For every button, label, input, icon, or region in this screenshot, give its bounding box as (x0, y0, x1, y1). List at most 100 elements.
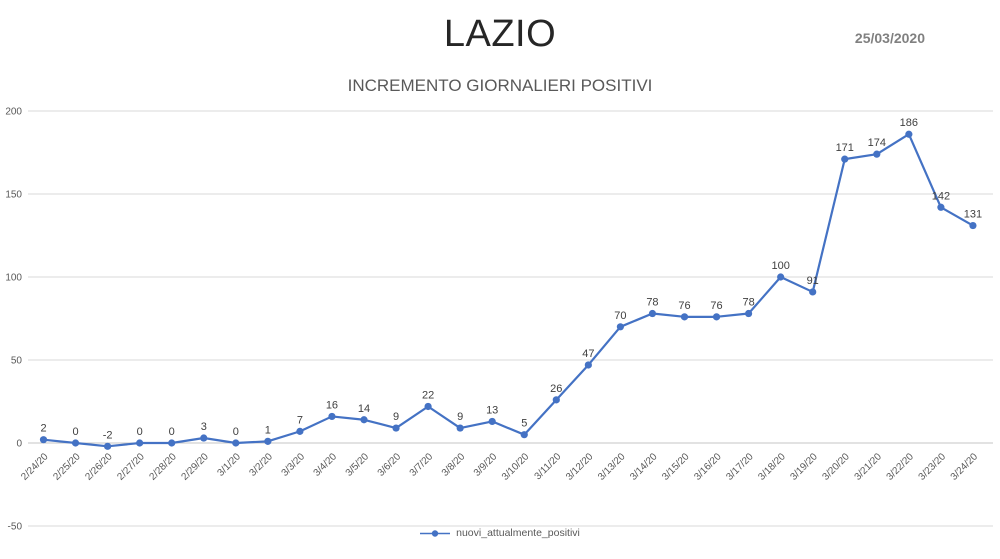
x-axis-tick-label: 2/28/20 (147, 451, 179, 483)
y-axis-tick-label: -50 (8, 522, 23, 533)
data-label: 22 (422, 389, 434, 401)
data-point-marker (937, 203, 945, 211)
data-label: -2 (103, 429, 113, 441)
data-point-marker (200, 434, 208, 442)
data-label: 0 (137, 426, 143, 438)
x-axis-tick-label: 3/10/20 (500, 451, 532, 483)
data-point-marker (296, 427, 304, 435)
x-axis-tick-label: 3/24/20 (949, 451, 981, 483)
x-axis-tick-label: 3/4/20 (312, 451, 340, 479)
data-point-marker (584, 361, 592, 369)
data-label: 76 (678, 300, 690, 312)
x-axis-tick-label: 3/8/20 (440, 451, 468, 479)
data-point-marker (873, 150, 881, 158)
x-axis-tick-label: 3/7/20 (408, 451, 436, 479)
data-label: 16 (326, 399, 338, 411)
data-label: 70 (614, 310, 626, 322)
legend-dot (431, 529, 439, 537)
data-label: 14 (358, 403, 370, 415)
data-label: 9 (457, 411, 463, 423)
data-label: 76 (710, 300, 722, 312)
data-label: 1 (265, 424, 271, 436)
x-axis-tick-label: 3/14/20 (628, 451, 660, 483)
y-axis-tick-label: 100 (5, 273, 22, 284)
data-point-marker (777, 273, 785, 281)
x-axis-tick-label: 3/2/20 (248, 451, 276, 479)
chart-title: LAZIO (443, 13, 557, 55)
data-point-marker (680, 313, 689, 321)
data-label: 142 (932, 190, 950, 202)
data-label: 174 (868, 137, 886, 149)
x-axis-tick-label: 3/15/20 (660, 451, 692, 483)
data-label: 171 (836, 142, 854, 154)
data-point-marker (905, 130, 913, 138)
data-point-marker (969, 221, 977, 230)
data-label: 186 (900, 117, 918, 129)
data-point-marker (136, 439, 144, 447)
x-axis-tick-label: 3/9/20 (472, 451, 500, 479)
data-label: 78 (646, 297, 658, 309)
data-point-marker (232, 439, 240, 447)
data-label: 0 (169, 426, 175, 438)
data-point-marker (168, 439, 176, 447)
data-point-marker (552, 396, 560, 404)
chart-subtitle: INCREMENTO GIORNALIERI POSITIVI (347, 76, 653, 95)
series-line (42, 133, 975, 448)
data-label: 47 (582, 348, 594, 360)
data-point-marker (648, 309, 657, 318)
data-point-marker (71, 439, 80, 447)
x-axis-tick-label: 3/23/20 (917, 451, 949, 483)
x-axis-tick-label: 2/27/20 (115, 451, 147, 483)
data-point-marker (104, 442, 112, 450)
x-axis-tick-label: 3/6/20 (376, 451, 404, 479)
data-point-marker (745, 309, 753, 318)
data-point-marker (712, 313, 721, 321)
data-point-marker (328, 412, 336, 421)
x-axis-tick-label: 3/21/20 (853, 451, 885, 483)
x-axis-tick-label: 3/17/20 (724, 451, 756, 483)
data-point-marker (392, 424, 400, 432)
legend-label: nuovi_attualmente_positivi (456, 527, 580, 539)
data-label: 78 (742, 297, 754, 309)
x-axis-tick-label: 3/19/20 (788, 451, 820, 483)
data-label: 7 (297, 414, 303, 426)
data-label: 9 (393, 411, 399, 423)
data-point-marker (520, 431, 528, 439)
x-axis-tick-label: 3/3/20 (280, 451, 308, 479)
data-point-marker (841, 155, 849, 163)
x-axis-tick-label: 3/16/20 (692, 451, 724, 483)
x-axis-tick-label: 3/20/20 (820, 451, 852, 483)
data-label: 100 (771, 260, 789, 272)
data-point-marker (809, 288, 817, 296)
data-label: 91 (807, 275, 819, 287)
x-axis-tick-label: 2/25/20 (51, 451, 83, 483)
x-axis-tick-label: 2/26/20 (83, 451, 115, 483)
data-label: 3 (201, 421, 207, 433)
data-label: 13 (486, 404, 498, 416)
x-axis-tick-label: 3/13/20 (596, 451, 628, 483)
data-label: 0 (233, 426, 239, 438)
data-label: 5 (521, 418, 527, 430)
x-axis-tick-label: 2/29/20 (179, 451, 211, 483)
chart-legend: nuovi_attualmente_positivi (0, 527, 1000, 539)
report-date: 25/03/2020 (854, 30, 925, 46)
y-axis-tick-label: 150 (5, 190, 22, 201)
x-axis-tick-label: 3/11/20 (533, 451, 564, 482)
x-axis-tick-label: 3/5/20 (344, 451, 372, 479)
data-point-marker (424, 402, 432, 411)
y-axis-tick-label: 0 (16, 439, 22, 450)
data-point-marker (264, 437, 272, 445)
data-label: 2 (40, 423, 46, 435)
x-axis-tick-label: 2/24/20 (19, 451, 51, 483)
data-point-marker (456, 424, 464, 432)
data-point-marker (39, 436, 48, 444)
x-axis-tick-label: 3/1/20 (215, 451, 243, 479)
x-axis-tick-label: 3/12/20 (564, 451, 596, 483)
y-axis-tick-label: 200 (5, 107, 22, 118)
data-label: 0 (72, 426, 78, 438)
legend-series-marker-icon (420, 529, 451, 537)
data-point-marker (616, 323, 625, 331)
data-label: 131 (964, 209, 982, 221)
